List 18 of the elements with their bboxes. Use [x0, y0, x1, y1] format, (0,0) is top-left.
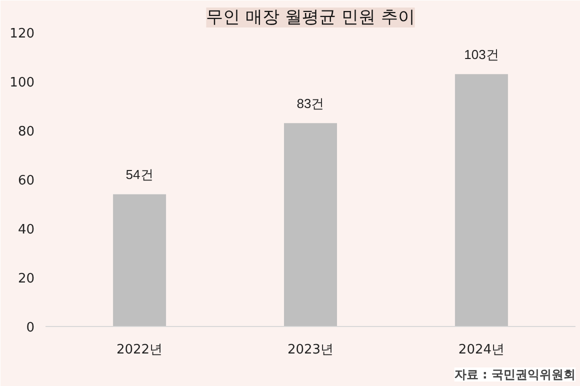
text: 자료 : 국민권익위원회 [454, 368, 576, 382]
x-tick-label: 2023년 [287, 342, 334, 358]
bar [454, 74, 508, 326]
bar [284, 123, 337, 326]
y-tick-label: 60 [18, 174, 35, 188]
data-label: 54건 [126, 167, 154, 182]
y-tick-label: 0 [26, 320, 35, 336]
data-label: 103건 [464, 47, 499, 62]
data-label: 83건 [296, 96, 324, 112]
y-tick-label: 120 [10, 26, 35, 42]
y-tick-label: 20 [18, 272, 35, 286]
x-tick-label: 2024년 [458, 342, 505, 358]
y-tick-label: 40 [18, 222, 35, 238]
y-tick-label: 80 [18, 124, 35, 140]
bar [113, 194, 166, 326]
y-tick-label: 100 [10, 76, 35, 90]
chart-title: 무인 매장 월평균 민원 추이 [206, 8, 415, 28]
x-tick-label: 2022년 [116, 342, 163, 358]
